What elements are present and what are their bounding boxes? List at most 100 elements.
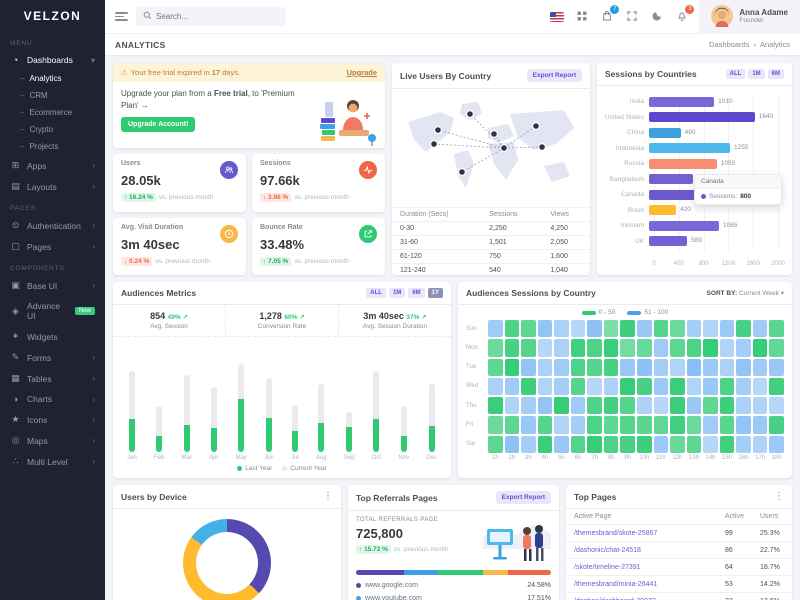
- upgrade-account-button[interactable]: Upgrade Account!: [121, 117, 196, 133]
- bar-indonesia[interactable]: [649, 143, 730, 154]
- heatmap-cell[interactable]: [636, 339, 652, 357]
- heatmap-cell[interactable]: [703, 377, 718, 395]
- stacked-bar[interactable]: [291, 404, 298, 452]
- sidebar-item-apps[interactable]: ⊞ Apps ›: [0, 155, 105, 176]
- heatmap-cell[interactable]: [653, 435, 669, 453]
- sidebar-subitem-crm[interactable]: – CRM: [0, 87, 105, 104]
- sidebar-item-widgets[interactable]: ✶ Widgets: [0, 326, 105, 347]
- heatmap-cell[interactable]: [537, 320, 553, 338]
- notifications-button[interactable]: 3: [674, 4, 695, 25]
- stacked-bar[interactable]: [318, 383, 325, 452]
- heatmap-cell[interactable]: [719, 339, 735, 357]
- heatmap-cell[interactable]: [620, 358, 635, 376]
- export-report-button[interactable]: Export Report: [526, 69, 582, 82]
- stacked-bar[interactable]: [346, 412, 353, 452]
- filter-1m[interactable]: 1M: [388, 288, 406, 298]
- heatmap-cell[interactable]: [703, 320, 718, 338]
- heatmap-cell[interactable]: [587, 358, 602, 376]
- world-map[interactable]: [392, 89, 590, 207]
- bar-russia[interactable]: [649, 158, 717, 169]
- heatmap-cell[interactable]: [620, 339, 635, 357]
- heatmap-cell[interactable]: [620, 435, 635, 453]
- sidebar-item-maps[interactable]: ◎ Maps ›: [0, 430, 105, 451]
- heatmap-cell[interactable]: [769, 435, 784, 453]
- table-row[interactable]: /dashon/dashboard-29873 3312.6%: [566, 592, 792, 600]
- heatmap-cell[interactable]: [719, 397, 735, 415]
- heatmap-cell[interactable]: [769, 397, 784, 415]
- heatmap-cell[interactable]: [521, 377, 536, 395]
- filter-6m[interactable]: 6M: [408, 288, 425, 298]
- heatmap-cell[interactable]: [752, 397, 768, 415]
- heatmap-cell[interactable]: [554, 358, 569, 376]
- heatmap-cell[interactable]: [670, 416, 685, 434]
- upgrade-link[interactable]: Upgrade: [346, 68, 377, 77]
- heatmap-cell[interactable]: [587, 397, 602, 415]
- bar-china[interactable]: [649, 127, 681, 138]
- stacked-bar[interactable]: [156, 405, 163, 452]
- table-row[interactable]: 0-30 2,250 4,250: [392, 221, 590, 236]
- sidebar-item-charts[interactable]: ◑ Charts ›: [0, 389, 105, 409]
- table-row[interactable]: /themesbrand/minia-26441 53 14.2%: [566, 575, 792, 593]
- stacked-bar[interactable]: [183, 374, 190, 452]
- heatmap-cell[interactable]: [769, 377, 784, 395]
- heatmap-cell[interactable]: [603, 397, 619, 415]
- heatmap-cell[interactable]: [603, 435, 619, 453]
- heatmap-cell[interactable]: [670, 377, 685, 395]
- heatmap-cell[interactable]: [703, 435, 718, 453]
- referral-row[interactable]: www.google.com 24.58%: [348, 579, 559, 592]
- heatmap-cell[interactable]: [686, 358, 702, 376]
- heatmap-cell[interactable]: [752, 377, 768, 395]
- sidebar-item-base-ui[interactable]: ▣ Base UI ›: [0, 275, 105, 296]
- heatmap-cell[interactable]: [521, 416, 536, 434]
- heatmap-cell[interactable]: [769, 416, 784, 434]
- stacked-bar[interactable]: [210, 387, 217, 452]
- heatmap-cell[interactable]: [521, 358, 536, 376]
- heatmap-cell[interactable]: [570, 339, 586, 357]
- heatmap-cell[interactable]: [603, 320, 619, 338]
- filter-all[interactable]: ALL: [725, 69, 746, 79]
- heatmap-cell[interactable]: [620, 397, 635, 415]
- heatmap-cell[interactable]: [554, 397, 569, 415]
- heatmap-cell[interactable]: [636, 416, 652, 434]
- bar-uk[interactable]: [649, 236, 687, 247]
- sidebar-subitem-analytics[interactable]: – Analytics: [0, 70, 105, 87]
- heatmap-cell[interactable]: [636, 358, 652, 376]
- sidebar-subitem-crypto[interactable]: – Crypto: [0, 121, 105, 138]
- export-report-button[interactable]: Export Report: [495, 491, 551, 504]
- heatmap-cell[interactable]: [686, 397, 702, 415]
- heatmap-cell[interactable]: [736, 397, 751, 415]
- heatmap-cell[interactable]: [670, 358, 685, 376]
- heatmap-cell[interactable]: [653, 320, 669, 338]
- heatmap-cell[interactable]: [537, 339, 553, 357]
- heatmap-cell[interactable]: [752, 339, 768, 357]
- heatmap-cell[interactable]: [719, 377, 735, 395]
- app-logo[interactable]: VELZON: [23, 9, 82, 23]
- page-link[interactable]: /dashon/dashboard-29873: [574, 598, 656, 600]
- table-row[interactable]: /skote/timeline-27391 64 18.7%: [566, 558, 792, 576]
- heatmap-cell[interactable]: [636, 377, 652, 395]
- heatmap-cell[interactable]: [587, 435, 602, 453]
- heatmap-cell[interactable]: [587, 377, 602, 395]
- sidebar-subitem-ecommerce[interactable]: – Ecommerce: [0, 104, 105, 121]
- heatmap-cell[interactable]: [488, 358, 503, 376]
- sidebar-item-forms[interactable]: ✎ Forms ›: [0, 347, 105, 368]
- heatmap-cell[interactable]: [537, 397, 553, 415]
- heatmap-cell[interactable]: [570, 358, 586, 376]
- heatmap-cell[interactable]: [554, 435, 569, 453]
- heatmap-cell[interactable]: [703, 397, 718, 415]
- heatmap-cell[interactable]: [653, 339, 669, 357]
- heatmap-cell[interactable]: [570, 377, 586, 395]
- apps-grid-button[interactable]: [574, 9, 590, 25]
- stacked-bar[interactable]: [238, 363, 245, 452]
- page-link[interactable]: /themesbrand/skote-25867: [574, 529, 658, 537]
- heatmap-cell[interactable]: [752, 416, 768, 434]
- heatmap-cell[interactable]: [620, 377, 635, 395]
- heatmap-cell[interactable]: [752, 435, 768, 453]
- bar-united-states[interactable]: [649, 112, 755, 123]
- bar-vietnam[interactable]: [649, 220, 719, 231]
- sidebar-item-advance-ui[interactable]: ◈ Advance UI New: [0, 296, 105, 326]
- filter-1m[interactable]: 1M: [748, 69, 765, 79]
- heatmap-cell[interactable]: [521, 397, 536, 415]
- heatmap-cell[interactable]: [504, 435, 520, 453]
- heatmap-cell[interactable]: [570, 416, 586, 434]
